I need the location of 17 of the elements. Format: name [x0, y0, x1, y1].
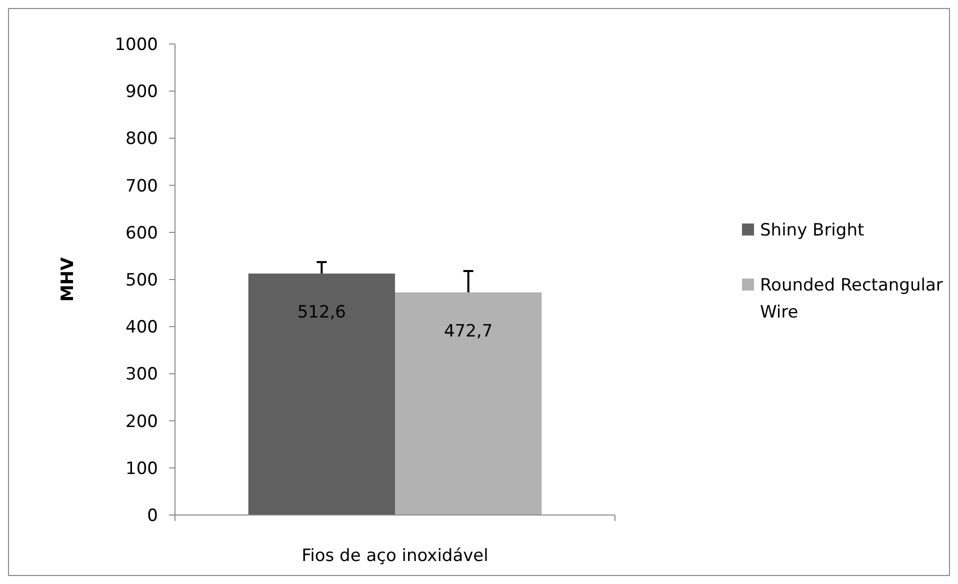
- data-label: 472,7: [444, 321, 493, 342]
- y-tick-label: 300: [126, 364, 158, 385]
- legend-label: Shiny Bright: [760, 220, 864, 240]
- y-tick-label: 1000: [114, 34, 158, 55]
- y-tick-label: 200: [126, 412, 158, 432]
- y-tick-label: 800: [126, 129, 158, 150]
- y-tick-label: 0: [147, 506, 158, 526]
- x-tick-label: Fios de aço inoxidável: [302, 546, 488, 566]
- y-tick-label: 900: [126, 82, 158, 102]
- data-label: 512,6: [297, 302, 346, 323]
- y-axis-title: MHV: [58, 256, 78, 302]
- legend-label: Rounded Rectangular Wire: [760, 275, 943, 323]
- y-tick-label: 100: [126, 458, 158, 479]
- y-tick-label: 700: [126, 176, 158, 196]
- y-tick-label: 600: [126, 223, 158, 244]
- y-tick-label: 400: [126, 318, 158, 338]
- y-tick-label: 500: [126, 270, 158, 290]
